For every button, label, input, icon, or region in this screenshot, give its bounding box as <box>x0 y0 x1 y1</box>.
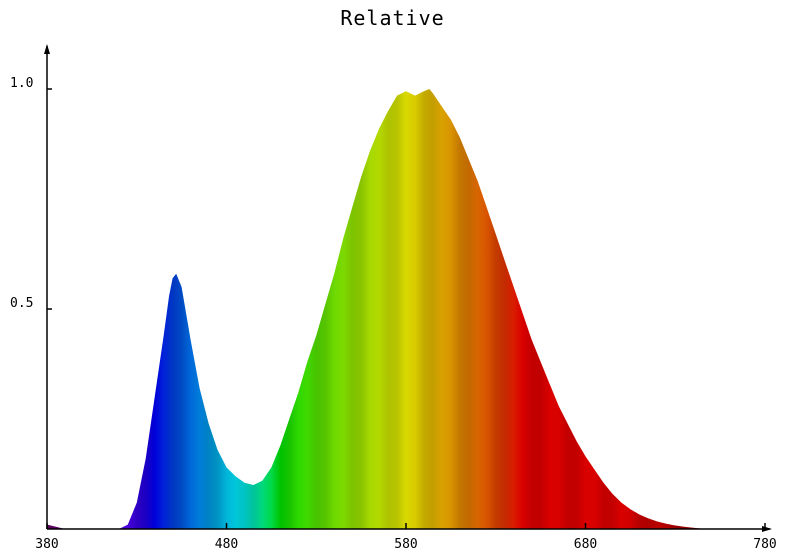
y-tick-label: 1.0 <box>10 76 33 91</box>
x-tick-label: 780 <box>753 537 776 552</box>
spectrum-area <box>47 89 765 529</box>
y-axis-arrow <box>44 44 50 54</box>
x-tick-label: 680 <box>574 537 597 552</box>
x-tick-label: 580 <box>394 537 417 552</box>
x-tick-label: 380 <box>35 537 58 552</box>
tick-labels: 380 480 580 680 780 0.5 1.0 <box>10 76 777 552</box>
x-axis-arrow <box>762 526 772 532</box>
y-tick-label: 0.5 <box>10 296 33 311</box>
chart-title: Relative <box>340 6 445 30</box>
plot-area <box>47 89 765 529</box>
axes <box>44 44 772 532</box>
x-tick-label: 480 <box>215 537 238 552</box>
